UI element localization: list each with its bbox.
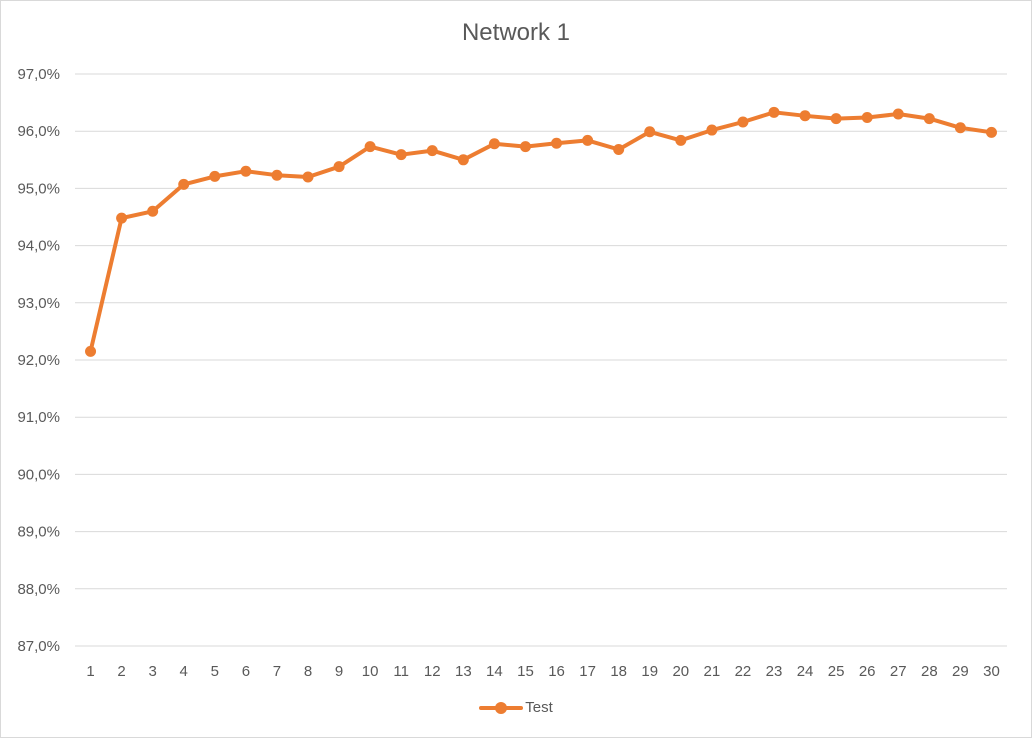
data-point [799,110,811,122]
data-point [271,169,283,181]
y-tick-label: 87,0% [17,638,60,655]
x-tick-label: 5 [211,663,219,680]
data-point [209,170,221,182]
x-tick-label: 9 [335,663,343,680]
x-tick-label: 19 [641,663,658,680]
data-point [954,122,966,134]
x-tick-label: 13 [455,663,472,680]
data-point [333,161,345,173]
y-tick-label: 93,0% [17,295,60,312]
x-tick-label: 2 [117,663,125,680]
x-tick-label: 4 [180,663,188,680]
y-tick-label: 90,0% [17,466,60,483]
data-point [85,345,97,357]
y-tick-label: 88,0% [17,581,60,598]
x-tick-label: 1 [86,663,94,680]
data-point [892,108,904,120]
x-tick-label: 14 [486,663,503,680]
y-tick-label: 94,0% [17,238,60,255]
data-point [613,144,625,156]
x-tick-label: 7 [273,663,281,680]
x-tick-label: 21 [704,663,721,680]
data-point [768,106,780,118]
x-tick-label: 10 [362,663,379,680]
x-tick-label: 15 [517,663,534,680]
data-point [519,141,531,153]
x-tick-label: 29 [952,663,969,680]
data-point [923,113,935,125]
x-tick-label: 12 [424,663,441,680]
data-point [178,178,190,190]
x-tick-label: 8 [304,663,312,680]
data-point [830,113,842,125]
data-point [737,116,749,128]
x-tick-label: 28 [921,663,938,680]
x-tick-label: 27 [890,663,907,680]
chart-title: Network 1 [461,19,571,46]
legend: Test [1,699,1031,716]
x-tick-label: 26 [859,663,876,680]
data-point [706,124,718,136]
x-tick-label: 23 [766,663,783,680]
data-point [426,145,438,157]
x-tick-label: 18 [610,663,627,680]
y-tick-label: 92,0% [17,352,60,369]
y-tick-label: 96,0% [17,123,60,140]
data-point [116,212,128,224]
legend-marker-test [479,701,524,715]
data-point [364,141,376,153]
x-tick-label: 17 [579,663,596,680]
data-point [240,165,252,177]
data-point [302,171,314,183]
data-point [147,205,159,217]
data-point [582,134,594,146]
y-tick-label: 91,0% [17,409,60,426]
x-tick-label: 20 [672,663,689,680]
x-tick-label: 6 [242,663,250,680]
data-point [861,111,873,123]
x-tick-label: 22 [735,663,752,680]
x-tick-label: 24 [797,663,814,680]
data-point [985,126,997,138]
data-point [488,138,500,150]
y-tick-label: 95,0% [17,180,60,197]
x-tick-label: 30 [983,663,1000,680]
data-point [675,134,687,146]
x-tick-label: 25 [828,663,845,680]
y-tick-label: 97,0% [17,66,60,83]
series-line-test [88,110,994,354]
data-point [457,154,469,166]
x-tick-label: 3 [148,663,156,680]
data-point [551,137,563,149]
x-tick-label: 16 [548,663,565,680]
data-point [644,126,656,138]
legend-label-test: Test [525,699,553,716]
y-tick-label: 89,0% [17,524,60,541]
data-point [395,149,407,161]
x-tick-label: 11 [393,663,409,680]
